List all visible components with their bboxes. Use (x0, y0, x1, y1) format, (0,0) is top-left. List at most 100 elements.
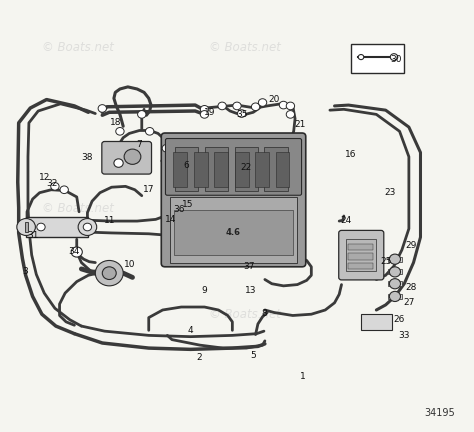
Text: 26: 26 (393, 315, 404, 324)
Bar (388, 257, 402, 262)
Text: 11: 11 (103, 216, 115, 225)
Circle shape (389, 291, 401, 302)
Circle shape (201, 105, 209, 113)
Text: 7: 7 (137, 140, 142, 149)
Bar (351, 44, 404, 73)
Text: © Boats.net: © Boats.net (209, 41, 281, 54)
Circle shape (102, 267, 116, 280)
Circle shape (51, 183, 59, 190)
Text: 31: 31 (27, 231, 38, 240)
Circle shape (146, 127, 154, 135)
Circle shape (114, 159, 123, 167)
Text: 5: 5 (250, 351, 256, 360)
Circle shape (17, 219, 36, 235)
Circle shape (258, 99, 267, 106)
Text: 23: 23 (384, 188, 396, 197)
Circle shape (358, 54, 364, 60)
Circle shape (286, 102, 295, 110)
Bar (25, 222, 28, 232)
Text: 13: 13 (245, 286, 257, 295)
Text: 36: 36 (173, 205, 185, 214)
Text: 4.6: 4.6 (226, 229, 241, 238)
Circle shape (389, 254, 401, 264)
Text: 29: 29 (406, 241, 417, 250)
Bar (194, 152, 208, 187)
Circle shape (60, 186, 68, 194)
Bar (346, 239, 376, 271)
Bar (275, 152, 290, 187)
Circle shape (218, 102, 226, 110)
Text: 35: 35 (236, 110, 247, 119)
Circle shape (286, 111, 295, 118)
Text: 19: 19 (204, 108, 216, 117)
Text: © Boats.net: © Boats.net (42, 41, 114, 54)
Circle shape (37, 223, 45, 231)
Bar (347, 244, 373, 250)
Text: © Boats.net: © Boats.net (42, 202, 114, 215)
Bar (255, 152, 269, 187)
Text: 27: 27 (403, 298, 415, 307)
Circle shape (201, 111, 209, 118)
Bar (214, 152, 228, 187)
Text: 10: 10 (124, 260, 136, 269)
Bar (173, 152, 187, 187)
Circle shape (390, 54, 398, 60)
Bar (26, 217, 88, 237)
Circle shape (162, 144, 171, 152)
Circle shape (251, 103, 260, 111)
Text: © Boats.net: © Boats.net (209, 308, 281, 321)
Bar (170, 197, 297, 264)
Text: 20: 20 (268, 95, 280, 104)
Bar (235, 146, 258, 191)
Text: 32: 32 (46, 179, 58, 188)
Circle shape (116, 127, 124, 135)
Circle shape (71, 247, 82, 257)
Circle shape (78, 219, 97, 235)
FancyBboxPatch shape (165, 139, 301, 195)
Circle shape (137, 111, 146, 118)
Text: 14: 14 (165, 215, 177, 224)
Circle shape (389, 279, 401, 289)
Bar (388, 281, 402, 286)
Circle shape (233, 102, 241, 110)
Bar (235, 152, 248, 187)
Text: 34195: 34195 (425, 408, 456, 418)
Circle shape (389, 267, 401, 277)
Text: 37: 37 (243, 262, 255, 271)
Text: 30: 30 (391, 55, 402, 64)
Text: 6: 6 (183, 161, 189, 170)
FancyBboxPatch shape (102, 142, 152, 174)
Text: 25: 25 (380, 257, 392, 266)
Text: 1: 1 (300, 372, 306, 381)
Bar (362, 314, 392, 330)
Text: 24: 24 (340, 216, 352, 225)
FancyBboxPatch shape (339, 230, 384, 280)
Bar (264, 146, 288, 191)
Bar (205, 146, 228, 191)
Bar (388, 269, 402, 274)
Text: 17: 17 (143, 185, 155, 194)
Circle shape (279, 101, 288, 109)
Text: 22: 22 (241, 163, 252, 172)
Circle shape (124, 149, 141, 164)
Text: 9: 9 (201, 286, 207, 295)
Text: 4: 4 (188, 326, 193, 335)
Text: 2: 2 (196, 353, 202, 362)
Text: 8: 8 (261, 309, 267, 318)
Circle shape (98, 105, 107, 112)
Text: 21: 21 (294, 121, 305, 130)
Text: 33: 33 (399, 331, 410, 340)
Bar (347, 253, 373, 260)
Circle shape (237, 110, 246, 118)
Text: 18: 18 (109, 118, 121, 127)
Text: 12: 12 (38, 173, 50, 182)
Circle shape (83, 223, 91, 231)
Bar (174, 210, 293, 255)
Circle shape (95, 260, 123, 286)
Bar (347, 263, 373, 269)
Text: 28: 28 (406, 283, 417, 292)
Bar (388, 294, 402, 299)
FancyBboxPatch shape (161, 133, 306, 267)
Text: 38: 38 (82, 153, 93, 162)
Text: 16: 16 (345, 150, 356, 159)
